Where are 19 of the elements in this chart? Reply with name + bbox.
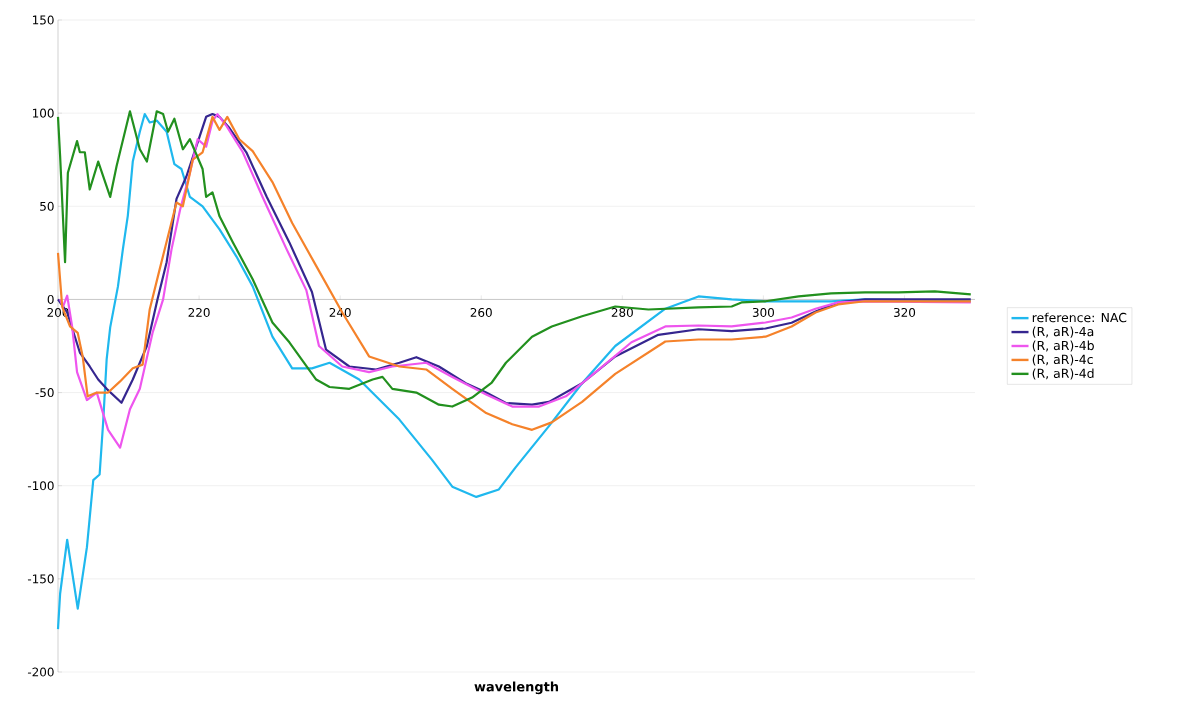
legend-label: (R, aR)-4a (1032, 326, 1094, 338)
y-tick-label: -50 (35, 388, 54, 398)
y-tick-label: 0 (47, 294, 54, 304)
x-axis-title: wavelength (474, 681, 559, 695)
y-tick-label: -150 (27, 574, 54, 584)
legend-label: reference: NAC (1032, 312, 1127, 323)
x-tick-label: 220 (188, 307, 210, 317)
y-tick-label: 150 (32, 15, 54, 25)
x-tick-label: 320 (893, 307, 916, 317)
legend-label: (R, aR)-4b (1032, 340, 1094, 352)
legend-label: (R, aR)-4c (1032, 354, 1093, 366)
y-tick-label: -200 (27, 667, 54, 677)
y-tick-label: 50 (40, 201, 54, 211)
y-tick-label: 100 (32, 108, 54, 118)
x-tick-label: 260 (470, 307, 492, 317)
legend-label: (R, aR)-4d (1032, 368, 1094, 380)
x-tick-label: 280 (611, 307, 633, 317)
y-tick-label: -100 (27, 481, 54, 491)
x-tick-label: 300 (752, 307, 774, 317)
